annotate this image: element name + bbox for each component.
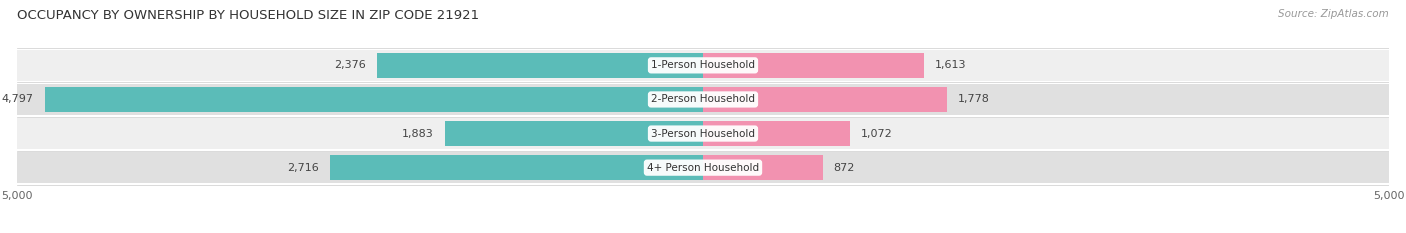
- Bar: [703, 155, 823, 180]
- Text: 1,883: 1,883: [402, 129, 433, 139]
- Text: 2,376: 2,376: [335, 60, 366, 70]
- Text: OCCUPANCY BY OWNERSHIP BY HOUSEHOLD SIZE IN ZIP CODE 21921: OCCUPANCY BY OWNERSHIP BY HOUSEHOLD SIZE…: [17, 9, 479, 22]
- Text: 4,797: 4,797: [1, 94, 34, 104]
- Text: 2-Person Household: 2-Person Household: [651, 94, 755, 104]
- Bar: [17, 84, 1389, 115]
- Text: 872: 872: [834, 163, 855, 173]
- Text: Source: ZipAtlas.com: Source: ZipAtlas.com: [1278, 9, 1389, 19]
- Text: 1,072: 1,072: [860, 129, 893, 139]
- Bar: [17, 152, 1389, 183]
- Bar: [17, 118, 1389, 149]
- Bar: [703, 121, 851, 146]
- Text: 1,778: 1,778: [957, 94, 990, 104]
- Text: 2,716: 2,716: [288, 163, 319, 173]
- Bar: [703, 53, 924, 78]
- Text: 1,613: 1,613: [935, 60, 967, 70]
- Bar: [45, 87, 703, 112]
- Bar: [377, 53, 703, 78]
- Bar: [703, 87, 948, 112]
- Bar: [17, 50, 1389, 81]
- Text: 1-Person Household: 1-Person Household: [651, 60, 755, 70]
- Bar: [444, 121, 703, 146]
- Bar: [330, 155, 703, 180]
- Text: 3-Person Household: 3-Person Household: [651, 129, 755, 139]
- Text: 4+ Person Household: 4+ Person Household: [647, 163, 759, 173]
